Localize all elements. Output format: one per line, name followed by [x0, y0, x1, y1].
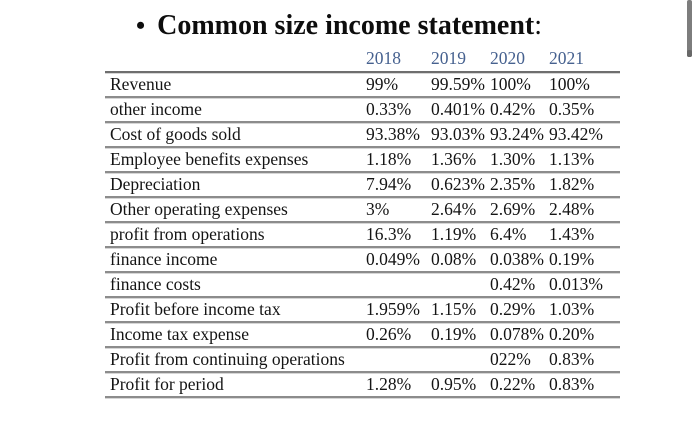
row-value: 93.03% — [428, 123, 487, 148]
row-value: 0.19% — [428, 323, 487, 348]
title-colon: : — [534, 10, 543, 41]
row-value: 0.078% — [487, 323, 546, 348]
header-label-spacer — [105, 48, 363, 73]
row-value: 0.401% — [428, 98, 487, 123]
row-label: Employee benefits expenses — [105, 148, 363, 173]
table-row: Depreciation 7.94% 0.623% 2.35% 1.82% — [105, 173, 620, 198]
row-value — [363, 273, 428, 298]
row-value: 1.30% — [487, 148, 546, 173]
row-value: 1.13% — [546, 148, 620, 173]
table-row: Cost of goods sold 93.38% 93.03% 93.24% 93.4… — [105, 123, 620, 148]
table-row: Income tax expense 0.26% 0.19% 0.078% 0.20% — [105, 323, 620, 348]
table-row: other income 0.33% 0.401% 0.42% 0.35% — [105, 98, 620, 123]
year-header: 2021 — [546, 48, 620, 73]
row-value — [428, 273, 487, 298]
row-value: 0.42% — [487, 98, 546, 123]
row-value: 0.19% — [546, 248, 620, 273]
row-value: 2.35% — [487, 173, 546, 198]
year-header: 2019 — [428, 48, 487, 73]
table-row: Other operating expenses 3% 2.64% 2.69% 2.48… — [105, 198, 620, 223]
table-row: profit from operations 16.3% 1.19% 6.4% 1.43… — [105, 223, 620, 248]
scrollbar-thumb[interactable] — [687, 0, 692, 57]
year-header: 2020 — [487, 48, 546, 73]
row-value: 0.42% — [487, 273, 546, 298]
income-statement-table: 2018 2019 2020 2021 Revenue 99% 99.59% 100% 100… — [105, 48, 620, 398]
row-value: 99.59% — [428, 73, 487, 98]
row-value: 1.18% — [363, 148, 428, 173]
row-value: 3% — [363, 198, 428, 223]
row-value: 0.22% — [487, 373, 546, 398]
row-label: finance income — [105, 248, 363, 273]
title-text: Common size income statement — [157, 10, 535, 41]
row-label: Profit for period — [105, 373, 363, 398]
table-row: Revenue 99% 99.59% 100% 100% — [105, 73, 620, 98]
row-value: 2.64% — [428, 198, 487, 223]
table-body: Revenue 99% 99.59% 100% 100% other income 0.33… — [105, 73, 620, 398]
row-value: 6.4% — [487, 223, 546, 248]
row-label: Cost of goods sold — [105, 123, 363, 148]
row-value: 0.33% — [363, 98, 428, 123]
row-value: 0.95% — [428, 373, 487, 398]
row-label: Depreciation — [105, 173, 363, 198]
row-value: 1.36% — [428, 148, 487, 173]
table-row: Profit before income tax 1.959% 1.15% 0.29%… — [105, 298, 620, 323]
row-label: Revenue — [105, 73, 363, 98]
row-value: 0.35% — [546, 98, 620, 123]
row-label: Profit from continuing operations — [105, 348, 363, 373]
table-row: Profit from continuing operations 022% 0.8… — [105, 348, 620, 373]
row-value: 0.049% — [363, 248, 428, 273]
row-value: 99% — [363, 73, 428, 98]
bullet-icon: • — [136, 11, 146, 40]
table-row: finance income 0.049% 0.08% 0.038% 0.19% — [105, 248, 620, 273]
table-row: Employee benefits expenses 1.18% 1.36% 1.30… — [105, 148, 620, 173]
table-row: Profit for period 1.28% 0.95% 0.22% 0.83% — [105, 373, 620, 398]
year-header-row: 2018 2019 2020 2021 — [105, 48, 620, 73]
row-value: 100% — [487, 73, 546, 98]
row-label: finance costs — [105, 273, 363, 298]
row-value: 93.38% — [363, 123, 428, 148]
row-value: 0.26% — [363, 323, 428, 348]
row-value: 7.94% — [363, 173, 428, 198]
row-value: 1.15% — [428, 298, 487, 323]
row-value: 0.013% — [546, 273, 620, 298]
row-value: 2.48% — [546, 198, 620, 223]
table-row: finance costs 0.42% 0.013% — [105, 273, 620, 298]
row-value: 93.42% — [546, 123, 620, 148]
row-value: 0.83% — [546, 373, 620, 398]
year-header: 2018 — [363, 48, 428, 73]
row-value: 0.08% — [428, 248, 487, 273]
row-label: other income — [105, 98, 363, 123]
row-value: 0.038% — [487, 248, 546, 273]
row-value: 0.29% — [487, 298, 546, 323]
row-value: 022% — [487, 348, 546, 373]
row-label: Profit before income tax — [105, 298, 363, 323]
row-value: 0.20% — [546, 323, 620, 348]
row-value: 0.83% — [546, 348, 620, 373]
row-value: 93.24% — [487, 123, 546, 148]
row-value: 1.03% — [546, 298, 620, 323]
row-value: 1.19% — [428, 223, 487, 248]
row-value: 100% — [546, 73, 620, 98]
row-label: profit from operations — [105, 223, 363, 248]
row-value: 1.959% — [363, 298, 428, 323]
row-value: 0.623% — [428, 173, 487, 198]
row-value: 16.3% — [363, 223, 428, 248]
row-label: Income tax expense — [105, 323, 363, 348]
row-value: 2.69% — [487, 198, 546, 223]
row-value — [428, 348, 487, 373]
row-value: 1.28% — [363, 373, 428, 398]
row-value — [363, 348, 428, 373]
row-value: 1.82% — [546, 173, 620, 198]
row-value: 1.43% — [546, 223, 620, 248]
page-title: • Common size income statement: — [136, 10, 542, 42]
row-label: Other operating expenses — [105, 198, 363, 223]
